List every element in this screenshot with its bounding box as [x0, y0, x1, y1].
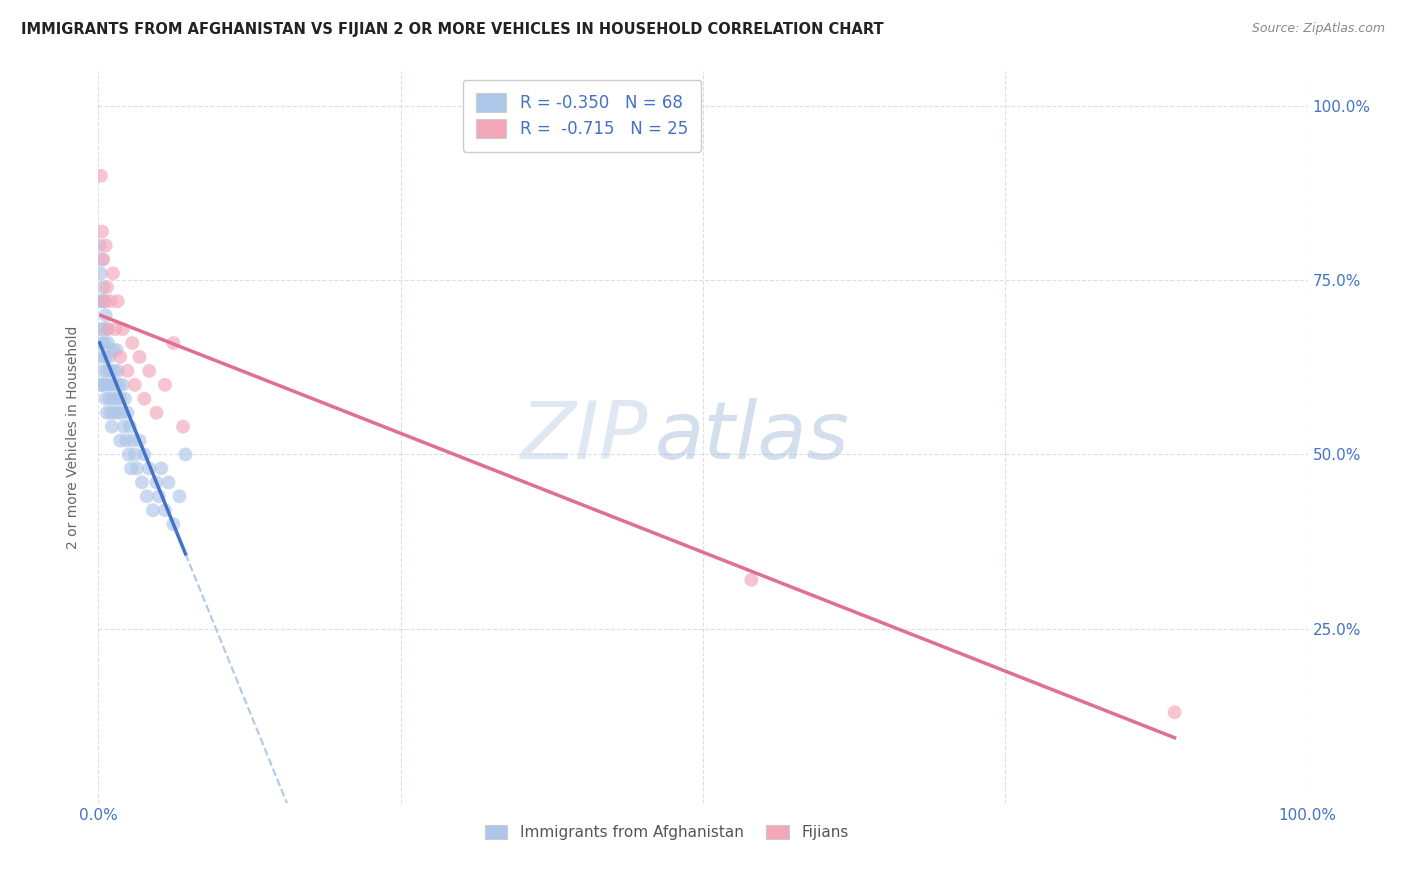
- Point: [108, 377, 131, 392]
- Point: [96, 280, 118, 294]
- Point: [107, 364, 129, 378]
- Point: [127, 461, 149, 475]
- Point: [138, 364, 160, 378]
- Point: [169, 489, 191, 503]
- Point: [90, 266, 112, 280]
- Text: ZIP: ZIP: [522, 398, 648, 476]
- Point: [131, 475, 153, 490]
- Point: [89, 350, 111, 364]
- Point: [117, 364, 139, 378]
- Point: [124, 377, 146, 392]
- Point: [124, 448, 146, 462]
- Y-axis label: 2 or more Vehicles in Household: 2 or more Vehicles in Household: [66, 326, 80, 549]
- Point: [153, 503, 176, 517]
- Point: [98, 392, 121, 406]
- Point: [100, 364, 122, 378]
- Point: [89, 294, 111, 309]
- Point: [96, 322, 118, 336]
- Point: [104, 322, 127, 336]
- Point: [1163, 705, 1185, 719]
- Point: [128, 434, 150, 448]
- Point: [100, 419, 122, 434]
- Point: [98, 350, 121, 364]
- Point: [90, 377, 112, 392]
- Point: [115, 434, 138, 448]
- Point: [100, 406, 122, 420]
- Text: atlas: atlas: [655, 398, 849, 476]
- Point: [94, 238, 117, 252]
- Point: [91, 252, 114, 267]
- Point: [107, 294, 129, 309]
- Point: [105, 392, 128, 406]
- Point: [90, 169, 112, 183]
- Point: [111, 322, 134, 336]
- Point: [93, 294, 115, 309]
- Point: [174, 448, 197, 462]
- Point: [153, 377, 176, 392]
- Point: [111, 377, 134, 392]
- Point: [91, 280, 114, 294]
- Point: [91, 322, 114, 336]
- Point: [101, 392, 124, 406]
- Point: [103, 406, 125, 420]
- Point: [100, 294, 122, 309]
- Point: [93, 377, 115, 392]
- Point: [101, 266, 124, 280]
- Point: [128, 350, 150, 364]
- Point: [100, 377, 122, 392]
- Text: Source: ZipAtlas.com: Source: ZipAtlas.com: [1251, 22, 1385, 36]
- Point: [90, 322, 112, 336]
- Text: IMMIGRANTS FROM AFGHANISTAN VS FIJIAN 2 OR MORE VEHICLES IN HOUSEHOLD CORRELATIO: IMMIGRANTS FROM AFGHANISTAN VS FIJIAN 2 …: [21, 22, 884, 37]
- Point: [104, 377, 127, 392]
- Point: [91, 377, 114, 392]
- Point: [93, 294, 115, 309]
- Point: [96, 364, 118, 378]
- Point: [94, 392, 117, 406]
- Point: [138, 461, 160, 475]
- Point: [91, 225, 114, 239]
- Point: [121, 336, 143, 351]
- Point: [157, 475, 180, 490]
- Point: [150, 461, 173, 475]
- Point: [97, 336, 120, 351]
- Point: [148, 489, 170, 503]
- Point: [120, 461, 142, 475]
- Point: [97, 377, 120, 392]
- Point: [114, 392, 136, 406]
- Point: [103, 364, 125, 378]
- Point: [108, 350, 131, 364]
- Point: [91, 336, 114, 351]
- Point: [134, 448, 156, 462]
- Point: [117, 406, 139, 420]
- Point: [172, 419, 194, 434]
- Point: [145, 406, 167, 420]
- Point: [94, 350, 117, 364]
- Point: [118, 448, 141, 462]
- Point: [108, 434, 131, 448]
- Point: [110, 406, 132, 420]
- Point: [105, 343, 128, 357]
- Point: [142, 503, 165, 517]
- Point: [91, 252, 114, 267]
- Point: [145, 475, 167, 490]
- Point: [134, 392, 156, 406]
- Point: [740, 573, 762, 587]
- Point: [97, 322, 120, 336]
- Point: [96, 406, 118, 420]
- Point: [89, 238, 111, 252]
- Point: [162, 336, 184, 351]
- Point: [118, 419, 141, 434]
- Point: [121, 434, 143, 448]
- Point: [91, 294, 114, 309]
- Point: [135, 489, 157, 503]
- Point: [162, 517, 184, 532]
- Point: [91, 364, 114, 378]
- Legend: Immigrants from Afghanistan, Fijians: Immigrants from Afghanistan, Fijians: [478, 819, 855, 847]
- Point: [107, 406, 129, 420]
- Point: [112, 419, 135, 434]
- Point: [108, 392, 131, 406]
- Point: [101, 343, 124, 357]
- Point: [93, 336, 115, 351]
- Point: [94, 308, 117, 322]
